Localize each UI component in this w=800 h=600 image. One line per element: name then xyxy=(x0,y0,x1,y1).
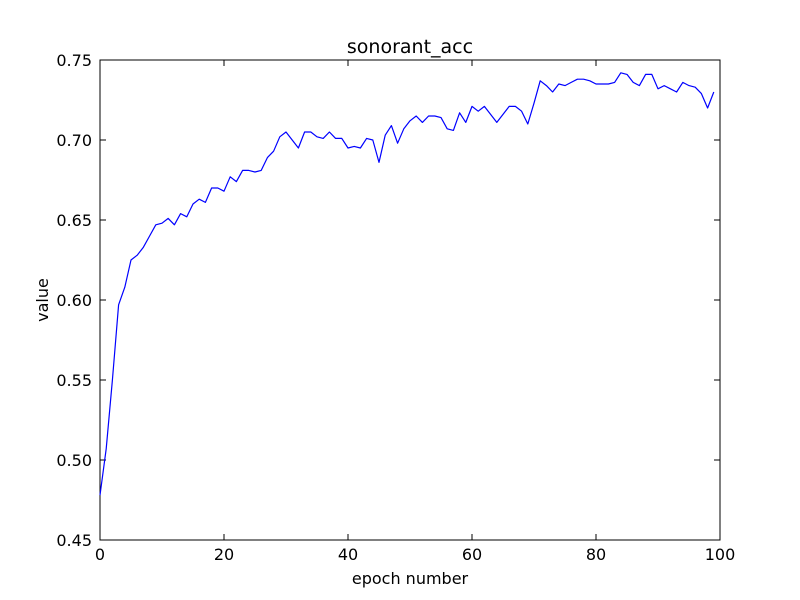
chart-title: sonorant_acc xyxy=(347,36,473,58)
plot-area xyxy=(99,59,721,541)
x-tick-label: 40 xyxy=(338,545,358,564)
y-tick-label: 0.45 xyxy=(56,531,92,550)
x-axis-label: epoch number xyxy=(352,569,469,588)
x-tick-label: 100 xyxy=(705,545,736,564)
x-tick-label: 80 xyxy=(586,545,606,564)
y-tick-label: 0.60 xyxy=(56,291,92,310)
y-tick-label: 0.65 xyxy=(56,211,92,230)
series-line xyxy=(99,72,715,496)
y-tick-label: 0.75 xyxy=(56,51,92,70)
x-tick-label: 0 xyxy=(95,545,105,564)
y-tick-label: 0.50 xyxy=(56,451,92,470)
x-axis: 0 20 40 60 80 100 xyxy=(95,60,735,564)
y-axis-label: value xyxy=(33,278,52,322)
x-tick-label: 20 xyxy=(214,545,234,564)
y-axis: 0.45 0.50 0.55 0.60 0.65 0.70 0.75 xyxy=(56,51,720,550)
y-tick-label: 0.55 xyxy=(56,371,92,390)
x-tick-label: 60 xyxy=(462,545,482,564)
y-tick-label: 0.70 xyxy=(56,131,92,150)
